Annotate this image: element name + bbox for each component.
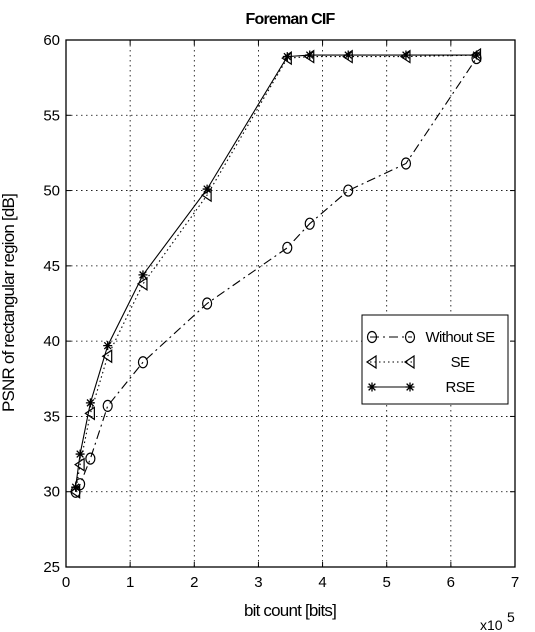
- data-point-rse: [305, 50, 315, 60]
- legend-marker-se: [365, 354, 377, 370]
- x-tick-label: 1: [126, 574, 134, 591]
- y-axis-title: PSNR of rectangular region [dB]: [0, 194, 18, 412]
- x-tick-label: 2: [190, 574, 198, 591]
- data-point-se: [136, 276, 148, 292]
- x-tick-label: 6: [447, 574, 455, 591]
- x-axis-title: bit count [bits]: [244, 601, 336, 620]
- y-tick-label: 50: [43, 183, 60, 200]
- series-se: [69, 47, 482, 499]
- chart-title: Foreman CIF: [246, 11, 336, 28]
- data-point-rse: [202, 184, 212, 194]
- legend-label-se: SE: [451, 354, 470, 371]
- series-line-se: [75, 54, 477, 492]
- x-tick-label: 7: [511, 574, 519, 591]
- y-tick-label: 45: [43, 258, 60, 275]
- data-point-rse: [282, 52, 292, 62]
- data-point-rse: [401, 50, 411, 60]
- data-point-rse: [472, 50, 482, 60]
- data-point-rse: [75, 449, 85, 459]
- data-point-rse: [343, 50, 353, 60]
- series-rse: [71, 50, 482, 492]
- legend-label-without-se: Without SE: [425, 329, 495, 346]
- legend-box: [361, 314, 509, 405]
- data-point-without-se: [282, 241, 293, 254]
- x-tick-label: 5: [383, 574, 391, 591]
- data-point-rse: [85, 398, 95, 408]
- data-point-without-se: [102, 399, 113, 412]
- legend-marker-se: [403, 354, 415, 370]
- legend-marker-without-se: [404, 330, 416, 344]
- x-tick-label: 0: [62, 574, 70, 591]
- data-point-without-se: [85, 452, 96, 465]
- data-point-se: [84, 406, 95, 421]
- legend-label-rse: RSE: [445, 379, 475, 396]
- legend-marker-rse: [405, 382, 415, 392]
- series-line-rse: [75, 54, 477, 488]
- y-tick-label: 30: [43, 484, 60, 501]
- y-tick-label: 60: [43, 32, 60, 49]
- data-point-without-se: [304, 217, 315, 230]
- data-point-without-se: [202, 297, 213, 310]
- y-tick-label: 40: [43, 333, 60, 350]
- y-tick-label: 55: [43, 107, 60, 124]
- x-axis-multiplier-exponent: 5: [507, 609, 515, 625]
- data-point-without-se: [400, 157, 412, 170]
- data-point-rse: [71, 482, 81, 492]
- x-tick-label: 3: [254, 574, 262, 591]
- series-line-without-se: [75, 57, 477, 492]
- series-lines: [69, 47, 482, 499]
- legend-entry-se: SE: [365, 354, 471, 371]
- data-point-rse: [138, 270, 148, 280]
- legend-marker-rse: [367, 382, 377, 392]
- y-tick-label: 35: [43, 408, 60, 425]
- data-point-rse: [103, 341, 113, 351]
- data-point-without-se: [137, 356, 149, 369]
- plot-area-frame: [65, 39, 516, 568]
- legend-entry-rse: RSE: [367, 379, 476, 396]
- x-axis-multiplier: x10 5: [480, 609, 515, 632]
- x-axis-multiplier-base: x10: [480, 617, 503, 632]
- legend-marker-without-se: [366, 330, 378, 344]
- legend: Without SE SE RSE: [361, 314, 509, 405]
- legend-entry-without-se: Without SE: [366, 329, 496, 346]
- data-point-se: [101, 349, 113, 364]
- data-point-without-se: [343, 184, 354, 197]
- x-tick-label: 4: [318, 574, 326, 591]
- y-tick-label: 25: [43, 559, 60, 576]
- series-without-se: [70, 51, 482, 498]
